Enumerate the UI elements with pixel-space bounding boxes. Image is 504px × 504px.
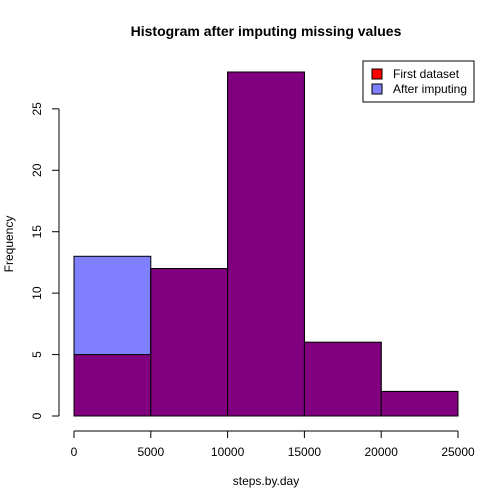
- bar-first-dataset-3: [227, 71, 305, 417]
- x-tick-label: 25000: [441, 445, 475, 459]
- x-tick-label: 15000: [288, 445, 322, 459]
- chart-title: Histogram after imputing missing values: [131, 23, 402, 39]
- legend-swatch: [371, 68, 383, 80]
- bars-group: [73, 71, 459, 417]
- y-tick-label: 25: [30, 102, 44, 116]
- x-tick-label: 10000: [211, 445, 245, 459]
- y-axis-label: Frequency: [2, 216, 16, 273]
- x-axis: 0 5000 10000 15000 20000 25000: [71, 430, 475, 459]
- bar-first-dataset-5: [380, 390, 459, 417]
- y-tick-label: 20: [30, 163, 44, 177]
- x-tick-label: 5000: [137, 445, 164, 459]
- y-tick-label: 15: [30, 225, 44, 239]
- legend-label: First dataset: [393, 67, 460, 81]
- y-tick-label: 10: [30, 286, 44, 300]
- y-tick-label: 5: [30, 351, 44, 358]
- x-tick-label: 0: [71, 445, 78, 459]
- bar-first-dataset-1: [73, 354, 152, 417]
- x-axis-label: steps.by.day: [233, 474, 299, 488]
- bar-first-dataset-2: [150, 268, 229, 417]
- y-tick-label: 0: [30, 412, 44, 419]
- legend-swatch: [371, 83, 383, 95]
- legend-box: [362, 60, 475, 103]
- y-axis: 0 5 10 15 20 25: [30, 102, 60, 419]
- x-tick-label: 20000: [365, 445, 399, 459]
- legend-label: After imputing: [393, 82, 467, 96]
- bar-first-dataset-4: [303, 341, 382, 417]
